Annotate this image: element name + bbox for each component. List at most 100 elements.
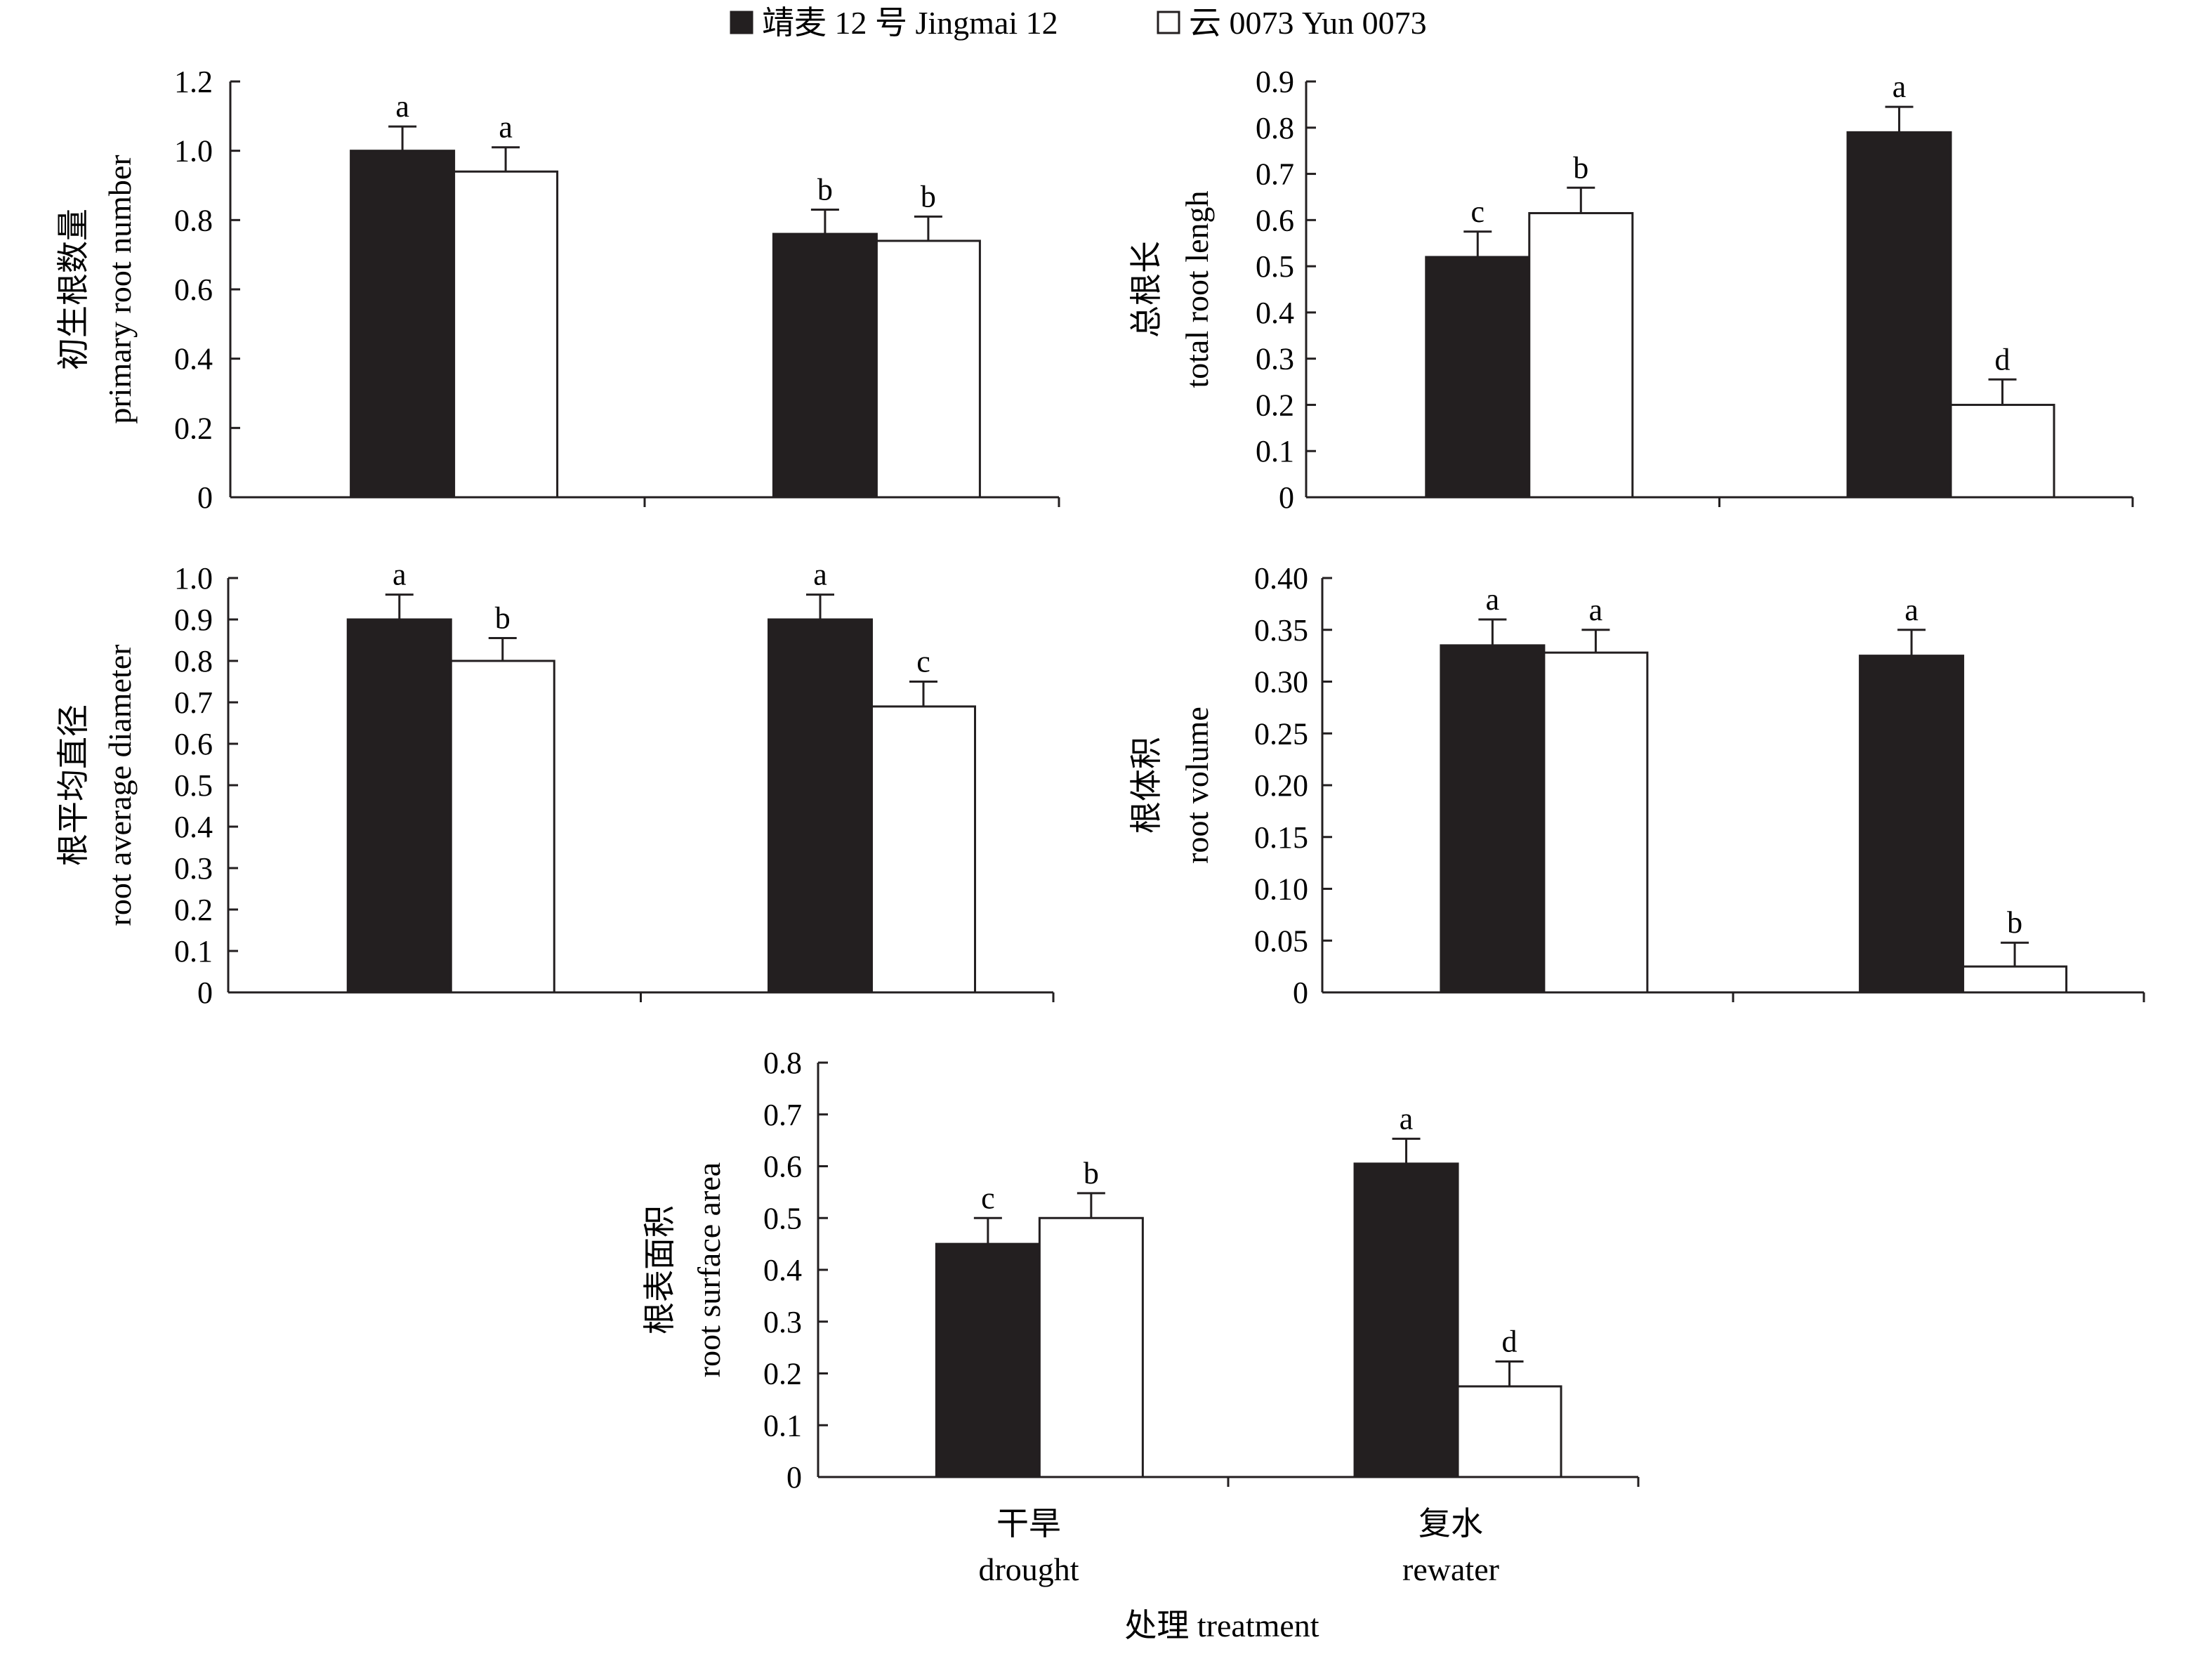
- bar-yun0073-rewater: [1949, 403, 2055, 499]
- significance-letter-jingmai12-drought: c: [981, 1181, 995, 1215]
- significance-letter-yun0073-rewater: d: [1502, 1325, 1518, 1359]
- y-tick-label: 0.2: [174, 893, 213, 927]
- y-tick-label: 0.7: [763, 1098, 802, 1132]
- significance-letter-jingmai12-rewater: a: [1892, 70, 1907, 104]
- y-tick-label: 0: [197, 480, 213, 515]
- significance-letter-jingmai12-drought: c: [1471, 195, 1485, 229]
- y-axis-title-cn: 根平均直径: [55, 704, 91, 866]
- x-category-rewater-cn: 复水: [1418, 1506, 1483, 1542]
- y-tick-label: 0.10: [1254, 872, 1308, 907]
- y-tick-label: 0.1: [763, 1408, 802, 1443]
- y-axis-title-cn: 根体积: [1128, 737, 1164, 834]
- legend-label-yun0073: 云 0073 Yun 0073: [1189, 5, 1427, 41]
- y-tick-label: 0: [197, 976, 213, 1010]
- y-tick-label: 0.4: [174, 810, 213, 844]
- significance-letter-jingmai12-rewater: a: [813, 558, 827, 592]
- significance-letter-yun0073-drought: b: [1573, 150, 1588, 185]
- x-category-drought-en: drought: [978, 1551, 1079, 1587]
- y-tick-label: 0.8: [174, 644, 213, 678]
- y-tick-label: 0.1: [1256, 434, 1294, 468]
- y-tick-label: 0.15: [1254, 820, 1308, 855]
- y-tick-label: 0.4: [174, 342, 213, 376]
- y-tick-label: 0.05: [1254, 924, 1308, 958]
- y-tick-label: 0.4: [1256, 296, 1294, 330]
- significance-letter-jingmai12-drought: a: [393, 558, 407, 592]
- panel-primary-root-number: 0 0.2 0.4 0.6 0.8 1.0 1.2 初生根数量 primary root num…: [55, 65, 1060, 515]
- y-axis-title-en: total root lengh: [1179, 190, 1215, 388]
- significance-letter-jingmai12-rewater: b: [817, 173, 833, 207]
- y-tick-label: 0.2: [1256, 388, 1294, 422]
- bar-jingmai12-rewater: [1353, 1162, 1459, 1478]
- y-axis-title-cn: 初生根数量: [55, 209, 91, 370]
- significance-letter-jingmai12-rewater: a: [1904, 593, 1918, 627]
- y-tick-label: 1.2: [174, 65, 213, 99]
- x-category-rewater-en: rewater: [1402, 1551, 1499, 1587]
- y-tick-label: 0.8: [174, 203, 213, 237]
- y-axis-title-cn: 根表面积: [642, 1205, 678, 1334]
- bar-jingmai12-rewater: [1846, 131, 1952, 499]
- bar-yun0073-drought: [1528, 211, 1634, 499]
- significance-letter-yun0073-rewater: c: [916, 645, 930, 679]
- significance-letter-yun0073-drought: b: [1084, 1156, 1099, 1190]
- bar-yun0073-rewater: [1456, 1385, 1562, 1478]
- panel-root-volume: 0 0.05 0.10 0.15 0.20 0.25 0.30 0.35 0.40 根体积 root…: [1128, 561, 2145, 1010]
- bar-jingmai12-drought: [1440, 644, 1546, 994]
- significance-letter-yun0073-rewater: b: [2007, 905, 2022, 940]
- x-category-drought-cn: 干旱: [996, 1506, 1061, 1542]
- legend: 靖麦 12 号 Jingmai 12 云 0073 Yun 0073: [730, 5, 1427, 41]
- y-tick-label: 0.6: [1256, 203, 1294, 237]
- y-tick-label: 0.1: [174, 934, 213, 969]
- bar-jingmai12-rewater: [1859, 655, 1965, 994]
- legend-swatch-jingmai12: [730, 11, 753, 34]
- bar-jingmai12-drought: [1425, 256, 1531, 499]
- panel-total-root-length: 0 0.1 0.2 0.3 0.4 0.5 0.6 0.7 0.8 0.9 总根长 total roo…: [1128, 65, 2134, 515]
- y-tick-label: 0.6: [174, 727, 213, 761]
- y-tick-label: 0.5: [763, 1201, 802, 1235]
- significance-letter-yun0073-drought: b: [495, 601, 511, 636]
- y-tick-label: 0.9: [174, 603, 213, 637]
- x-category-labels: 干旱 drought 复水 rewater: [978, 1506, 1499, 1587]
- y-tick-label: 0.6: [174, 273, 213, 307]
- significance-letter-yun0073-rewater: b: [921, 179, 936, 214]
- y-tick-label: 0.20: [1254, 768, 1308, 803]
- panel-root-average-diameter: 0 0.1 0.2 0.3 0.4 0.5 0.6 0.7 0.8 0.9 1.0 根平均直径 root…: [55, 558, 1055, 1010]
- y-tick-label: 0.6: [763, 1150, 802, 1184]
- y-tick-label: 0.3: [1256, 342, 1294, 376]
- significance-letter-yun0073-drought: a: [499, 110, 513, 145]
- bar-yun0073-drought: [449, 659, 555, 994]
- y-tick-label: 0.5: [174, 768, 213, 803]
- bar-yun0073-rewater: [875, 239, 981, 499]
- y-axis-title-en: primary root number: [102, 155, 138, 424]
- bar-jingmai12-drought: [346, 618, 452, 994]
- y-tick-label: 0.5: [1256, 249, 1294, 284]
- y-tick-label: 0: [1293, 976, 1308, 1010]
- panel-root-surface-area: 0 0.1 0.2 0.3 0.4 0.5 0.6 0.7 0.8 根表面积 root surfac…: [642, 1046, 1640, 1495]
- y-axis-title-cn: 总根长: [1128, 241, 1164, 338]
- y-axis-title-en: root volume: [1179, 707, 1215, 864]
- y-tick-label: 0.3: [174, 851, 213, 886]
- y-tick-label: 0: [786, 1460, 802, 1495]
- y-tick-label: 0.2: [763, 1357, 802, 1391]
- y-tick-label: 0.2: [174, 411, 213, 445]
- y-tick-label: 1.0: [174, 561, 213, 596]
- significance-letter-jingmai12-drought: a: [1486, 582, 1500, 617]
- y-tick-label: 0.9: [1256, 65, 1294, 99]
- y-tick-label: 0: [1279, 480, 1294, 515]
- bar-yun0073-drought: [1038, 1216, 1144, 1478]
- significance-letter-jingmai12-rewater: a: [1400, 1101, 1414, 1136]
- x-axis-title: 处理 treatment: [1124, 1608, 1319, 1643]
- y-tick-label: 0.7: [1256, 157, 1294, 192]
- y-tick-label: 0.3: [763, 1305, 802, 1339]
- bar-jingmai12-drought: [350, 150, 456, 499]
- legend-swatch-yun0073: [1157, 11, 1180, 34]
- significance-letter-yun0073-rewater: d: [1995, 342, 2010, 376]
- y-tick-label: 0.30: [1254, 665, 1308, 700]
- y-axis-title-en: root surface area: [691, 1162, 727, 1377]
- bar-jingmai12-drought: [935, 1242, 1041, 1478]
- y-tick-label: 0.25: [1254, 716, 1308, 751]
- y-tick-label: 1.0: [174, 134, 213, 169]
- y-tick-label: 0.8: [763, 1046, 802, 1080]
- legend-label-jingmai12: 靖麦 12 号 Jingmai 12: [762, 5, 1058, 41]
- bar-yun0073-drought: [1543, 651, 1649, 994]
- bar-yun0073-rewater: [1962, 965, 2068, 994]
